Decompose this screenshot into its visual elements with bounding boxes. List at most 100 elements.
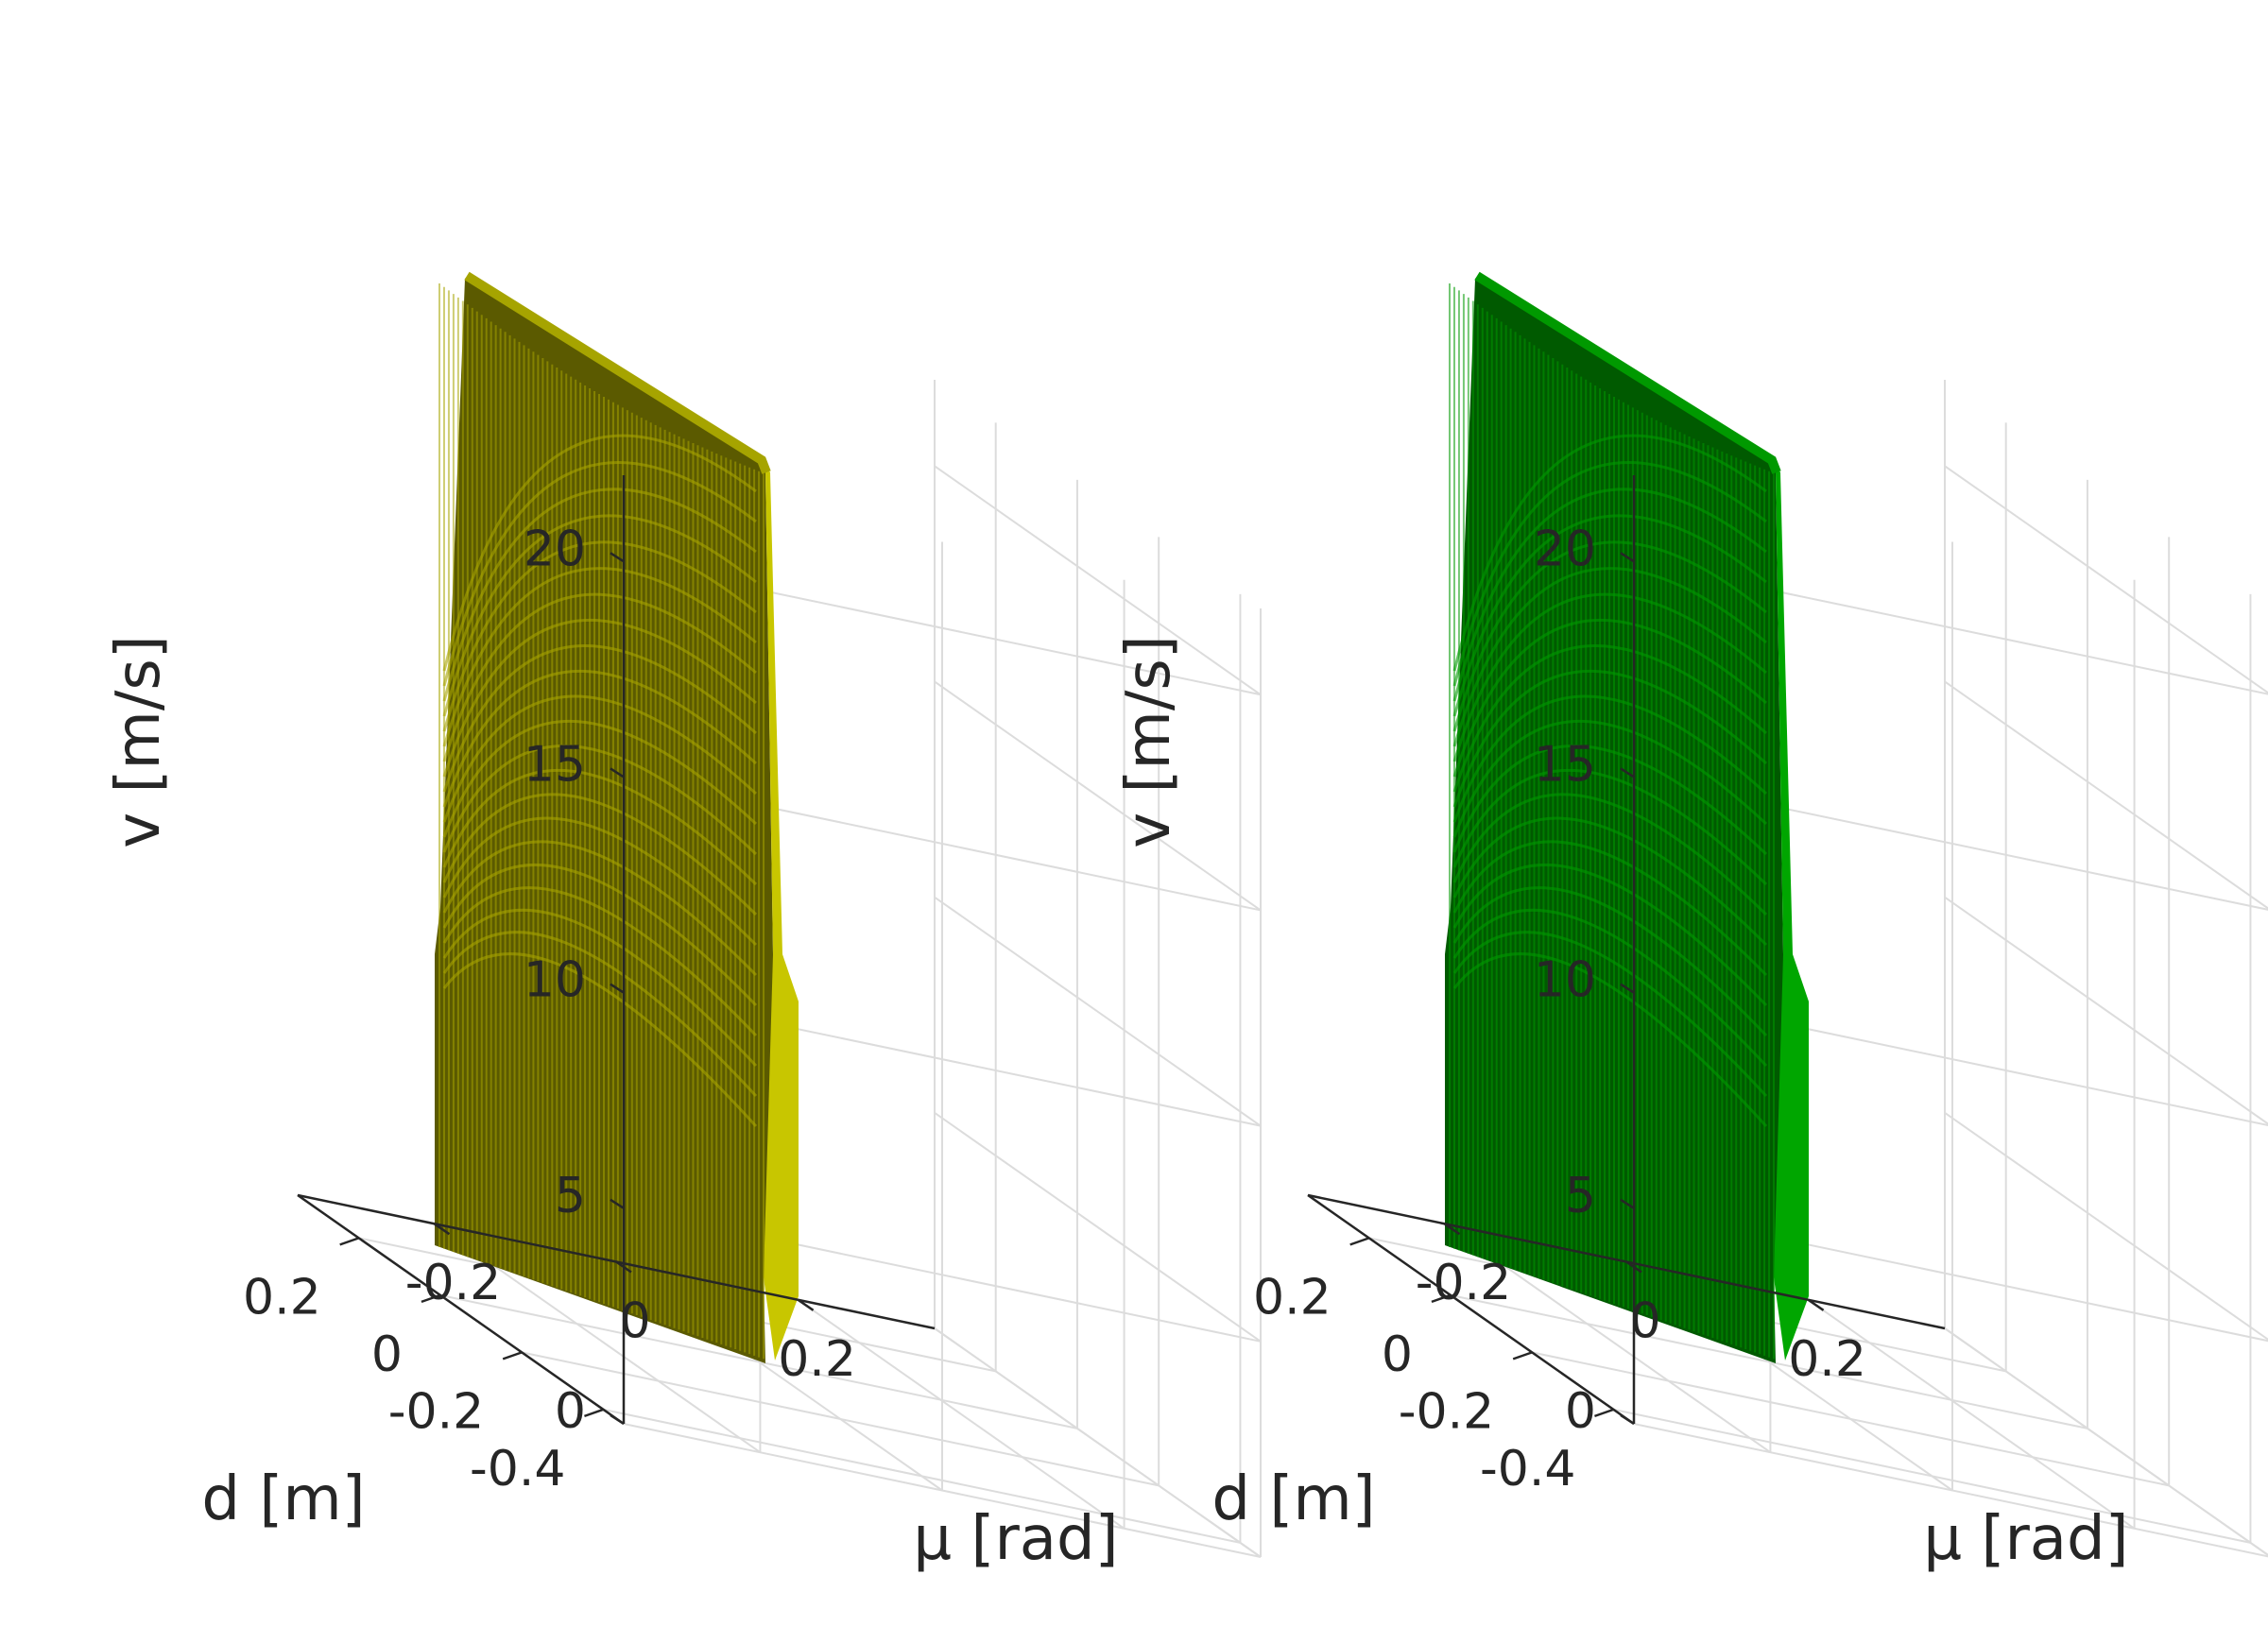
- v-tick-label: 15: [524, 736, 586, 793]
- mu-tick-label: 0.2: [1788, 1331, 1866, 1388]
- grid-line-mu-floor: [797, 1298, 1125, 1530]
- surface-contour: [1452, 540, 1767, 732]
- surface-contour: [442, 514, 757, 717]
- grid-box-edge: [934, 1327, 1262, 1558]
- surface-contour: [442, 644, 757, 793]
- surface-contour: [442, 793, 758, 916]
- v-tick: [610, 552, 625, 563]
- d-tick-label: -0.4: [470, 1441, 565, 1498]
- v-tick: [1620, 552, 1635, 563]
- v-tick-label: 10: [524, 952, 586, 1009]
- surface-contour: [1452, 461, 1767, 687]
- mu-tick-label: -0.2: [1416, 1255, 1511, 1311]
- mu-tick: [1807, 1298, 1825, 1311]
- surface-contour: [442, 816, 758, 947]
- d-tick: [1512, 1351, 1533, 1361]
- surface-contour: [1452, 434, 1767, 672]
- surface-side-face: [1771, 459, 1809, 1361]
- surface-contour: [1452, 908, 1768, 1068]
- d-tick-label: -0.4: [1480, 1441, 1575, 1498]
- surface-contour: [1452, 670, 1768, 808]
- d-axis-line: [1307, 1193, 1635, 1426]
- d-tick-label: 0: [371, 1326, 403, 1383]
- surface-contour: [442, 619, 757, 778]
- surface-side-face: [761, 459, 799, 1361]
- d-tick-label: -0.2: [1399, 1383, 1494, 1440]
- surface-contour: [442, 863, 758, 1007]
- surface-contour: [1452, 768, 1768, 886]
- grid-line-z-side: [1944, 1111, 2268, 1341]
- surface-contour: [442, 840, 758, 977]
- surface-contour: [442, 592, 757, 762]
- v-tick-label: 15: [1534, 736, 1596, 793]
- surface-contour: [1452, 719, 1768, 838]
- grid-box-edge: [1944, 1327, 2268, 1557]
- mu-tick-label: 0.2: [778, 1331, 856, 1388]
- grid-line-z-side: [934, 1111, 1262, 1343]
- surface-contour: [442, 488, 757, 702]
- surface-contour: [442, 567, 757, 747]
- surface-contour: [442, 461, 757, 687]
- v-tick-label: 20: [1534, 521, 1596, 577]
- surface-top-edge: [464, 271, 771, 474]
- mu-axis-title: μ [rad]: [1923, 1504, 2128, 1574]
- grid-line-d-floor: [1613, 1408, 2251, 1544]
- surface-contour: [1452, 488, 1767, 702]
- grid-line-z-side: [934, 896, 1262, 1127]
- grid-line-d-floor: [521, 1351, 1160, 1487]
- surface-contour: [1452, 567, 1767, 747]
- d-tick: [1349, 1237, 1370, 1246]
- surface-contour: [1452, 744, 1768, 856]
- v-tick-label: 0: [555, 1383, 586, 1440]
- surface-contour: [1452, 619, 1767, 778]
- mu-tick-label: 0: [1629, 1293, 1660, 1350]
- mu-tick: [615, 1260, 632, 1274]
- d-tick: [339, 1237, 360, 1246]
- d-tick-label: 0.2: [243, 1269, 321, 1326]
- surface-contour: [442, 434, 757, 672]
- v-tick-label: 5: [1565, 1168, 1596, 1224]
- surface: [1445, 271, 1809, 1363]
- surface: [435, 271, 799, 1363]
- d-tick: [1431, 1293, 1452, 1304]
- surface-contour: [442, 719, 758, 838]
- d-axis-title: d [m]: [1211, 1464, 1375, 1534]
- grid-line-z-side: [1944, 896, 2268, 1125]
- d-axis-title: d [m]: [201, 1464, 365, 1534]
- v-tick: [1620, 1198, 1635, 1209]
- surface-contour: [442, 952, 758, 1128]
- grid-line-d-floor: [1531, 1351, 2170, 1487]
- mu-tick: [1625, 1260, 1642, 1274]
- v-tick: [1620, 1413, 1635, 1426]
- surface-contour: [1452, 644, 1767, 793]
- surface-contour: [1452, 840, 1768, 977]
- surface-contour: [1452, 886, 1768, 1037]
- surface-contour: [1452, 592, 1767, 762]
- surface-top-edge: [1474, 271, 1781, 474]
- v-tick-label: 0: [1565, 1383, 1596, 1440]
- surface-contour: [1452, 952, 1768, 1128]
- surface-contour: [442, 931, 758, 1098]
- v-tick: [1620, 983, 1635, 994]
- surface-contour: [442, 540, 757, 732]
- d-tick-label: -0.2: [388, 1383, 484, 1440]
- d-axis-line: [297, 1193, 625, 1426]
- surface-contour: [442, 744, 758, 856]
- surface-contour: [1452, 816, 1768, 947]
- mu-tick-label: -0.2: [405, 1255, 501, 1311]
- v-tick: [610, 767, 625, 779]
- d-tick-label: 0.2: [1253, 1269, 1332, 1326]
- d-tick: [421, 1293, 441, 1304]
- grid-line-mu-floor: [1807, 1298, 2136, 1530]
- d-tick: [584, 1408, 604, 1418]
- d-tick-label: 0: [1382, 1326, 1413, 1383]
- grid-line-z-side: [1944, 465, 2268, 694]
- grid-line-d-floor: [439, 1293, 1078, 1429]
- mu-tick: [433, 1223, 451, 1236]
- v-tick-label: 5: [555, 1168, 586, 1224]
- mu-tick: [797, 1298, 815, 1311]
